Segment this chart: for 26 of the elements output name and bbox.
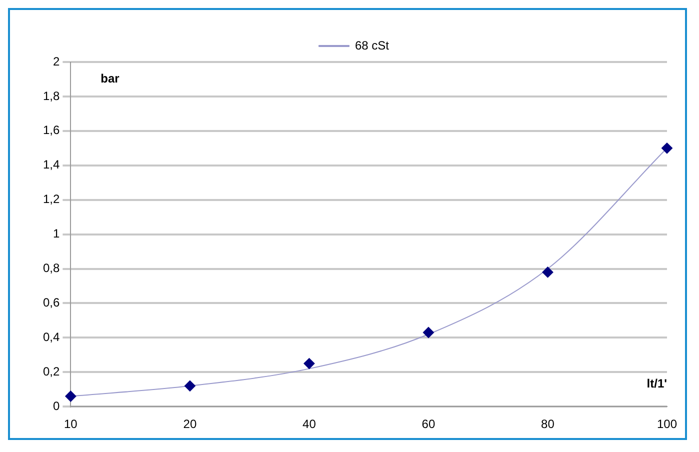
x-tick-label: 40 (302, 417, 316, 432)
y-tick-label: 1,8 (42, 88, 60, 103)
x-tick-label: 100 (656, 417, 678, 432)
y-tick-label: 1,4 (42, 158, 60, 172)
point (542, 266, 554, 278)
y-tick-label: 0,6 (42, 296, 60, 310)
x-tick-label: 60 (422, 417, 436, 432)
point (661, 142, 672, 154)
y-tick-label: 0 (52, 398, 60, 413)
x-tick-label: 20 (183, 417, 197, 432)
point (304, 358, 315, 370)
y-tick-label: 0,2 (42, 364, 60, 378)
y-axis-title: bar (100, 72, 120, 86)
y-tick-label: 1 (52, 226, 60, 241)
y-tick-label: 1,6 (42, 123, 60, 138)
x-tick-label: 80 (541, 417, 555, 432)
point (65, 390, 76, 402)
point (184, 380, 196, 392)
y-tick-label: 0,4 (42, 330, 60, 344)
y-tick-label: 1,2 (42, 192, 60, 206)
y-tick-label: 2 (52, 54, 60, 68)
point (422, 327, 434, 338)
legend-label: 68 cSt (354, 38, 390, 52)
x-tick-label: 10 (64, 417, 78, 432)
x-axis-title: lt/1' (646, 376, 668, 390)
y-tick-label: 0,8 (42, 261, 60, 276)
